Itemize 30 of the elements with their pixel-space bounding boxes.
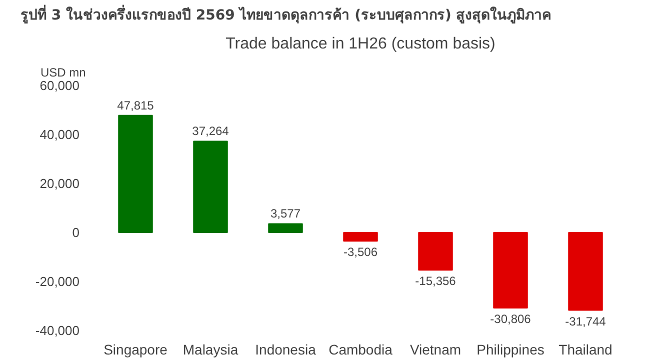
data-label: -30,806 bbox=[490, 312, 532, 326]
x-tick-label: Philippines bbox=[476, 342, 544, 358]
data-label: -3,506 bbox=[343, 245, 378, 260]
x-tick-label: Cambodia bbox=[328, 342, 393, 358]
data-label: 37,264 bbox=[192, 124, 230, 138]
bar bbox=[568, 232, 603, 311]
y-tick-label: 60,000 bbox=[40, 78, 80, 93]
x-tick-label: Singapore bbox=[104, 342, 168, 358]
chart-subtitle: Trade balance in 1H26 (custom basis) bbox=[226, 36, 496, 52]
x-tick-label: Malaysia bbox=[182, 342, 238, 358]
y-axis-title: USD mn bbox=[40, 66, 86, 80]
y-tick-label: 20,000 bbox=[40, 176, 80, 191]
bar bbox=[118, 114, 153, 233]
chart-title: รูปที่ 3 ในช่วงครึ่งแรกของปี 2569 ไทยขาดดุลการค้า (ระบบศุลกากร) สูงสุดในภูมิภาค bbox=[20, 4, 552, 24]
bar bbox=[493, 232, 528, 308]
data-label: -15,356 bbox=[415, 274, 456, 288]
data-label: 47,815 bbox=[117, 98, 154, 112]
y-tick-label: 0 bbox=[72, 225, 80, 240]
y-tick-label: 40,000 bbox=[40, 127, 80, 142]
bar bbox=[268, 223, 303, 233]
y-tick-label: -40,000 bbox=[35, 323, 80, 338]
bar bbox=[343, 232, 378, 242]
x-tick-label: Thailand bbox=[558, 342, 612, 358]
y-tick-label: -20,000 bbox=[35, 274, 80, 289]
data-label: 3,577 bbox=[270, 206, 301, 221]
bar bbox=[193, 140, 228, 233]
data-label: -31,744 bbox=[565, 314, 606, 328]
bar bbox=[418, 232, 453, 271]
x-tick-label: Vietnam bbox=[410, 342, 462, 358]
x-tick-label: Indonesia bbox=[255, 342, 316, 358]
